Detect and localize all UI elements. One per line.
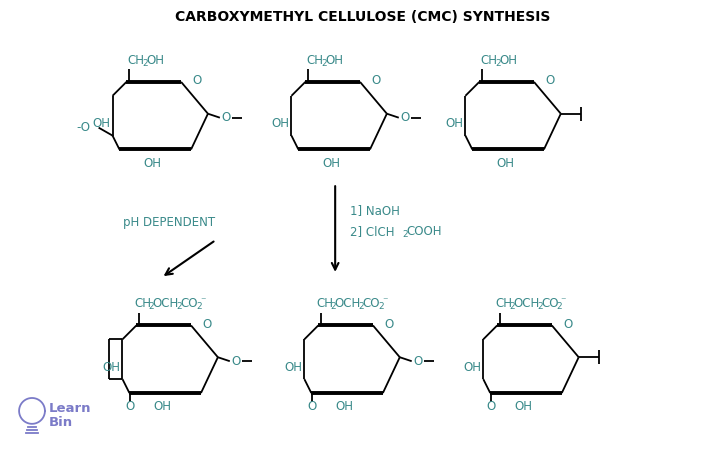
Text: CH: CH bbox=[481, 53, 497, 66]
Text: O: O bbox=[384, 318, 393, 331]
Text: CH: CH bbox=[128, 53, 144, 66]
Text: 2: 2 bbox=[321, 59, 327, 67]
Text: 2: 2 bbox=[148, 302, 154, 311]
Text: OCH: OCH bbox=[152, 297, 179, 310]
Text: CARBOXYMETHYL CELLULOSE (CMC) SYNTHESIS: CARBOXYMETHYL CELLULOSE (CMC) SYNTHESIS bbox=[175, 10, 551, 24]
Text: CO: CO bbox=[541, 297, 558, 310]
Text: CO: CO bbox=[362, 297, 380, 310]
Text: 2: 2 bbox=[176, 302, 182, 311]
Text: OCH: OCH bbox=[513, 297, 539, 310]
Text: O: O bbox=[545, 74, 555, 88]
Text: OH: OH bbox=[102, 361, 121, 374]
Text: ⁻: ⁻ bbox=[200, 296, 205, 307]
Text: 2: 2 bbox=[196, 302, 202, 311]
Text: pH DEPENDENT: pH DEPENDENT bbox=[123, 216, 215, 229]
Text: O: O bbox=[203, 318, 211, 331]
Text: OH: OH bbox=[92, 117, 110, 130]
Text: OH: OH bbox=[272, 117, 290, 130]
Text: OH: OH bbox=[143, 157, 161, 170]
Text: OH: OH bbox=[335, 401, 353, 414]
Text: O: O bbox=[413, 355, 423, 368]
Text: CH: CH bbox=[495, 297, 513, 310]
Text: 2: 2 bbox=[509, 302, 515, 311]
Text: 2: 2 bbox=[142, 59, 148, 67]
Text: CH: CH bbox=[134, 297, 152, 310]
Text: OH: OH bbox=[285, 361, 302, 374]
Text: ⁻: ⁻ bbox=[382, 296, 388, 307]
Text: 2: 2 bbox=[557, 302, 563, 311]
Text: O: O bbox=[400, 111, 409, 124]
Text: O: O bbox=[192, 74, 202, 88]
Text: 2: 2 bbox=[378, 302, 383, 311]
Text: O: O bbox=[221, 111, 230, 124]
Text: CH: CH bbox=[317, 297, 333, 310]
Text: O: O bbox=[371, 74, 380, 88]
Text: 2: 2 bbox=[358, 302, 364, 311]
Text: O: O bbox=[126, 401, 135, 414]
Text: OH: OH bbox=[499, 53, 517, 66]
Text: OH: OH bbox=[463, 361, 481, 374]
Text: Learn: Learn bbox=[49, 402, 91, 415]
Text: 2: 2 bbox=[330, 302, 336, 311]
Text: 2: 2 bbox=[495, 59, 501, 67]
Text: 2: 2 bbox=[537, 302, 542, 311]
Text: OH: OH bbox=[325, 53, 343, 66]
Text: CH: CH bbox=[306, 53, 323, 66]
Text: ⁻: ⁻ bbox=[560, 296, 566, 307]
Text: 2: 2 bbox=[403, 230, 409, 239]
Text: OH: OH bbox=[153, 401, 171, 414]
Text: Bin: Bin bbox=[49, 416, 73, 429]
Text: O: O bbox=[563, 318, 572, 331]
Text: 2] ClCH: 2] ClCH bbox=[350, 225, 394, 238]
Text: O: O bbox=[486, 401, 496, 414]
Text: OH: OH bbox=[147, 53, 164, 66]
Text: COOH: COOH bbox=[407, 225, 442, 238]
Text: OH: OH bbox=[514, 401, 532, 414]
Text: CO: CO bbox=[180, 297, 197, 310]
Text: -O: -O bbox=[77, 121, 91, 134]
Text: O: O bbox=[308, 401, 317, 414]
Text: OH: OH bbox=[496, 157, 514, 170]
Text: 1] NaOH: 1] NaOH bbox=[350, 204, 400, 217]
Text: OCH: OCH bbox=[334, 297, 360, 310]
Text: O: O bbox=[231, 355, 240, 368]
Text: OH: OH bbox=[445, 117, 463, 130]
Text: OH: OH bbox=[322, 157, 340, 170]
